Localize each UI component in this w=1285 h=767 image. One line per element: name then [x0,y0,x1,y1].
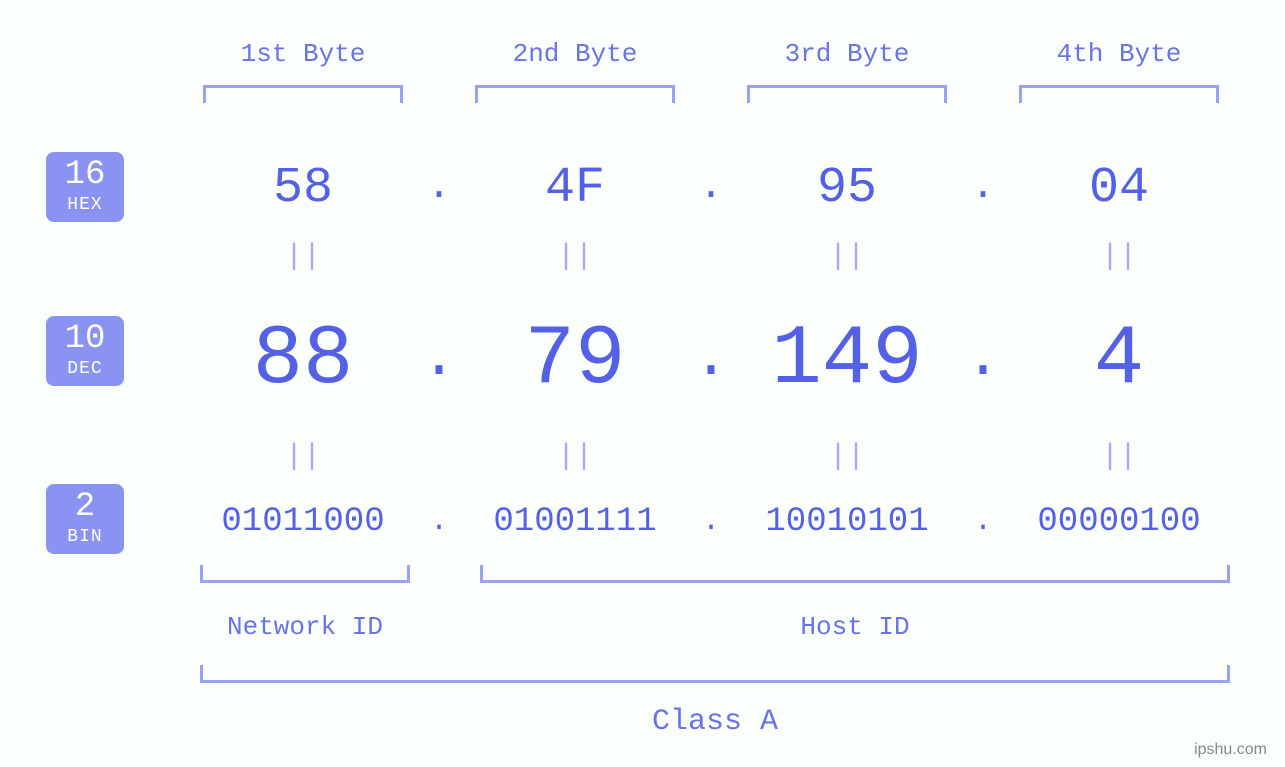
network-id-bracket [200,565,410,583]
watermark: ipshu.com [1194,741,1267,759]
byte-label-1: 1st Byte [241,39,366,69]
badge-base-name: BIN [67,528,102,546]
class-bracket [200,665,1230,683]
badge-base-number: 2 [75,490,95,524]
base-badge-bin: 2 BIN [46,484,124,554]
class-label: Class A [652,705,778,739]
equals-top-2: || [557,240,593,274]
byte-bracket-top-3 [747,85,947,103]
bin-byte-4: 00000100 [1037,503,1200,541]
bin-byte-1: 01011000 [221,503,384,541]
byte-label-4: 4th Byte [1057,39,1182,69]
bin-dot-3: . [974,505,992,539]
badge-base-number: 10 [65,322,106,356]
byte-bracket-top-2 [475,85,675,103]
hex-dot-2: . [699,165,723,210]
equals-top-1: || [285,240,321,274]
equals-bottom-4: || [1101,440,1137,474]
byte-label-3: 3rd Byte [785,39,910,69]
badge-base-name: HEX [67,196,102,214]
badge-base-name: DEC [67,360,102,378]
byte-label-2: 2nd Byte [513,39,638,69]
dec-byte-1: 88 [253,313,354,408]
byte-bracket-top-1 [203,85,403,103]
equals-top-4: || [1101,240,1137,274]
host-id-label: Host ID [800,612,909,642]
hex-byte-3: 95 [817,160,877,217]
bin-dot-1: . [430,505,448,539]
hex-dot-3: . [971,165,995,210]
hex-dot-1: . [427,165,451,210]
equals-bottom-2: || [557,440,593,474]
dec-byte-4: 4 [1094,313,1144,408]
dec-dot-2: . [693,325,729,393]
bin-dot-2: . [702,505,720,539]
hex-byte-1: 58 [273,160,333,217]
hex-byte-4: 04 [1089,160,1149,217]
base-badge-hex: 16 HEX [46,152,124,222]
equals-top-3: || [829,240,865,274]
dec-dot-3: . [965,325,1001,393]
dec-dot-1: . [421,325,457,393]
ip-bases-diagram: 16 HEX 10 DEC 2 BIN 1st Byte 2nd Byte 3rd Byte 4t… [0,0,1285,767]
badge-base-number: 16 [65,158,106,192]
bin-byte-3: 10010101 [765,503,928,541]
byte-bracket-top-4 [1019,85,1219,103]
base-badge-dec: 10 DEC [46,316,124,386]
dec-byte-2: 79 [525,313,626,408]
host-id-bracket [480,565,1230,583]
hex-byte-2: 4F [545,160,605,217]
bin-byte-2: 01001111 [493,503,656,541]
equals-bottom-3: || [829,440,865,474]
equals-bottom-1: || [285,440,321,474]
network-id-label: Network ID [227,612,383,642]
dec-byte-3: 149 [771,313,922,408]
